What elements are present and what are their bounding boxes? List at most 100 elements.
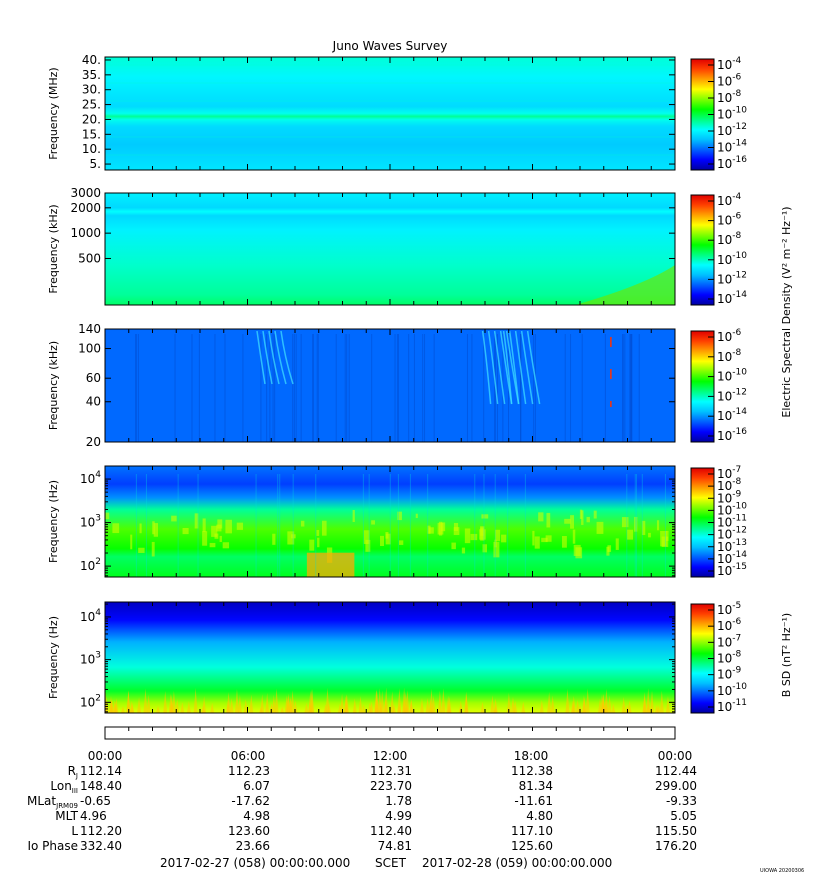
burst-stroke	[481, 330, 492, 405]
spike-lowfreq	[229, 697, 234, 713]
band-patch	[538, 512, 544, 522]
colorbar-tick-label: 10-4	[717, 56, 742, 72]
spike-lowfreq	[358, 696, 363, 713]
spike-lowfreq	[513, 700, 518, 713]
spike-lowfreq	[193, 687, 198, 713]
colorbar	[690, 194, 715, 306]
spike-lowfreq	[409, 698, 414, 713]
spike-lowfreq	[377, 688, 382, 713]
burst-stroke	[268, 330, 280, 385]
spike-lowfreq	[659, 690, 664, 713]
band-patch	[217, 519, 223, 529]
ephemeris-value: 125.60	[511, 839, 553, 853]
spike-lowfreq	[210, 702, 215, 713]
ephemeris-value: -17.62	[231, 794, 270, 808]
enhanced-region	[306, 552, 355, 577]
band-patch	[570, 515, 574, 529]
y-tick-label: 35.	[82, 68, 101, 82]
y-tick-label: 500	[78, 251, 101, 265]
ephemeris-value: 176.20	[655, 839, 697, 853]
spike-lowfreq	[120, 706, 125, 713]
band-patch	[482, 544, 487, 553]
colorbar-tick-label: 10-8	[717, 477, 742, 493]
band-patch	[139, 523, 142, 534]
spike-lowfreq	[425, 697, 430, 713]
spike-lowfreq	[146, 694, 151, 713]
colorbar-tick-label: 10-7	[717, 465, 741, 481]
band-patch	[480, 526, 485, 541]
band-patch	[365, 539, 371, 552]
colorbar-tick-label: 10-8	[717, 231, 742, 247]
spike-lowfreq	[665, 696, 670, 713]
spike-lowfreq	[163, 690, 168, 713]
spike-lowfreq	[390, 691, 395, 713]
band-patch	[151, 541, 155, 557]
spike-lowfreq	[202, 696, 207, 713]
y-tick-label: 15.	[82, 127, 101, 141]
spike-lowfreq	[234, 688, 239, 713]
colorbar-tick-label: 10-15	[717, 562, 747, 578]
band-patch	[316, 529, 320, 536]
band-patch	[579, 509, 583, 519]
band-patch	[130, 534, 133, 550]
colorbar-tick-label: 10-10	[717, 106, 747, 122]
ephemeris-value: 112.23	[228, 764, 270, 778]
band-patch	[494, 529, 501, 542]
footer-scet: SCET	[375, 856, 407, 870]
spike-lowfreq	[249, 694, 254, 713]
ephemeris-value: 4.96	[80, 809, 107, 823]
ephemeris-table: 00:00 06:00 12:00 18:00 00:00 RJ 112.14 112.23 1…	[27, 749, 697, 853]
figure-title: Juno Waves Survey	[332, 39, 448, 53]
band-patch	[437, 522, 444, 535]
colorbar-tick-label: 10-8	[717, 348, 742, 364]
spike-lowfreq	[274, 688, 279, 713]
spike-lowfreq	[186, 701, 191, 713]
spectrogram-image-5	[105, 602, 675, 713]
ephemeris-row-label: L	[71, 824, 78, 838]
colorbar-label-magnetic: B SD (nT² Hz⁻¹)	[780, 613, 793, 697]
band-patch	[464, 528, 471, 544]
burst-stroke	[493, 330, 506, 405]
band-patch	[300, 520, 305, 527]
band-patch	[236, 522, 244, 530]
burst-stroke	[274, 330, 287, 385]
spike-lowfreq	[280, 706, 285, 713]
ephemeris-value: 1.78	[385, 794, 412, 808]
band-patch	[541, 537, 548, 543]
y-tick-label: 3000	[70, 186, 101, 200]
band-patch	[532, 530, 535, 546]
band-patch	[427, 525, 431, 534]
spike-lowfreq	[506, 692, 511, 713]
band-patch	[641, 520, 646, 536]
colorbar-tick-label: 10-10	[717, 682, 747, 698]
colorbar-tick-label: 10-11	[717, 698, 747, 714]
band-patch	[534, 536, 540, 549]
ephemeris-value: 74.81	[378, 839, 412, 853]
spectrogram-fill	[105, 466, 675, 577]
colorbar-tick-label: 10-14	[717, 290, 747, 306]
y-tick-label: 20.	[82, 112, 101, 126]
band-patch	[593, 510, 597, 519]
spike-lowfreq	[539, 699, 544, 713]
spike-lowfreq	[441, 688, 446, 713]
ephemeris-row-label: MLatJRM09	[27, 794, 78, 810]
time-label: 00:00	[88, 749, 123, 763]
band-patch	[415, 513, 418, 519]
y-tick-label: 60	[86, 371, 101, 385]
y-tick-label: 2000	[70, 201, 101, 215]
band-patch	[606, 546, 610, 556]
panels: 40.35.30.25.20.15.10.5. Frequency (MHz) 10…	[47, 53, 793, 714]
spectrogram-image-1	[105, 57, 675, 170]
spike-lowfreq	[585, 688, 590, 713]
colorbar-tick-label: 10-10	[717, 501, 747, 517]
band-patch	[656, 520, 660, 531]
spike-lowfreq	[611, 703, 616, 713]
footer-end-time: 2017-02-28 (059) 00:00:00.000	[422, 856, 612, 870]
spike-lowfreq	[226, 692, 231, 713]
ephemeris-row-label: Io Phase	[27, 839, 78, 853]
ephemeris-value: 299.00	[655, 779, 697, 793]
spike-lowfreq	[397, 702, 402, 713]
spike-lowfreq	[437, 690, 442, 713]
band-patch	[501, 534, 507, 543]
ephemeris-value: 4.99	[385, 809, 412, 823]
